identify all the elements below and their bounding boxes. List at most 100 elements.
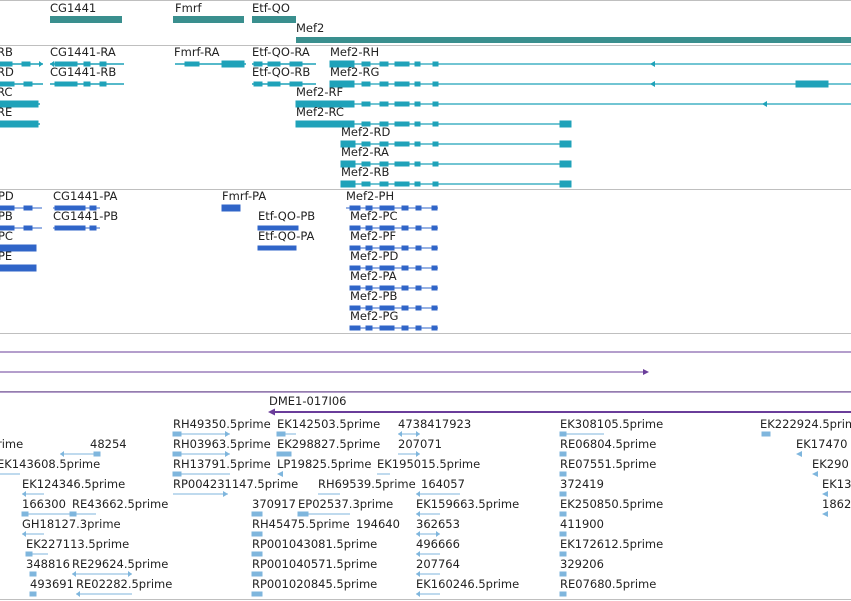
est-glyph[interactable] xyxy=(276,431,296,437)
transcript-glyph-rb[interactable] xyxy=(0,61,43,67)
transcript-glyph-re[interactable] xyxy=(0,120,40,128)
est-glyph[interactable] xyxy=(22,531,44,537)
protein-glyph-mef2-pb[interactable] xyxy=(349,305,438,311)
est-label: 493691 xyxy=(30,577,74,591)
est-glyph[interactable] xyxy=(76,591,132,597)
est-glyph[interactable] xyxy=(72,571,132,577)
est-glyph[interactable] xyxy=(251,511,263,517)
est-glyph[interactable] xyxy=(559,551,567,557)
protein-glyph-etf-qo-pb[interactable] xyxy=(257,225,299,231)
protein-track xyxy=(0,204,438,331)
transcript-glyph-etf-qo-rb[interactable] xyxy=(252,81,316,87)
est-glyph[interactable] xyxy=(559,471,567,477)
est-glyph[interactable] xyxy=(172,471,230,477)
protein-glyph-mef2-pf[interactable] xyxy=(349,245,438,251)
transcript-glyph-mef2-rb[interactable] xyxy=(340,180,572,188)
est-glyph[interactable] xyxy=(416,531,440,537)
protein-glyph-mef2-pa[interactable] xyxy=(349,285,438,291)
est-label: RP004231147.5prime xyxy=(173,477,299,491)
protein-label: Etf-QO-PB xyxy=(258,209,316,223)
transcript-glyph-mef2-rc[interactable] xyxy=(295,120,572,128)
est-glyph[interactable] xyxy=(398,431,420,437)
protein-glyph-etf-qo-pa[interactable] xyxy=(257,245,297,251)
transcript-glyph-cg1441-ra[interactable] xyxy=(50,61,124,67)
est-glyph[interactable] xyxy=(822,511,828,517)
est-glyph[interactable] xyxy=(251,551,263,557)
protein-label: Etf-QO-PA xyxy=(258,229,315,243)
protein-glyph-pc[interactable] xyxy=(0,244,37,252)
protein-glyph-fmrf-pa[interactable] xyxy=(221,204,241,212)
est-glyph[interactable] xyxy=(761,431,771,437)
est-glyph[interactable] xyxy=(251,591,263,597)
est-glyph[interactable] xyxy=(251,571,263,577)
gene-glyph-fmrf[interactable] xyxy=(173,16,244,23)
transcript-glyph-rc[interactable] xyxy=(0,100,40,108)
est-glyph[interactable] xyxy=(60,451,101,457)
gene-glyph-etf-qo[interactable] xyxy=(252,16,296,23)
est-label: EK17470 xyxy=(796,437,848,451)
est-glyph[interactable] xyxy=(416,491,460,497)
transcript-glyph-mef2-rd[interactable] xyxy=(340,140,572,148)
est-glyph[interactable] xyxy=(812,471,818,477)
gene-glyph-cg1441[interactable] xyxy=(50,16,122,23)
est-glyph[interactable] xyxy=(822,491,828,497)
est-glyph[interactable] xyxy=(22,491,44,497)
clone-arrow[interactable] xyxy=(0,369,649,375)
protein-glyph-mef2-pd[interactable] xyxy=(349,265,438,271)
transcript-glyph-rd[interactable] xyxy=(0,81,43,87)
est-glyph[interactable] xyxy=(559,491,567,497)
transcript-label: CG1441-RB xyxy=(50,65,117,79)
protein-glyph-pe[interactable] xyxy=(0,264,37,272)
protein-glyph-mef2-ph[interactable] xyxy=(346,205,438,211)
est-glyph[interactable] xyxy=(297,511,350,517)
est-label: EK308105.5prime xyxy=(560,417,664,431)
est-glyph[interactable] xyxy=(277,471,283,477)
transcript-label: Mef2-RA xyxy=(341,145,389,159)
protein-label: Mef2-PC xyxy=(350,209,398,223)
est-glyph[interactable] xyxy=(416,591,440,597)
protein-glyph-mef2-pc[interactable] xyxy=(349,225,438,231)
transcript-glyph-etf-qo-ra[interactable] xyxy=(252,61,316,67)
est-glyph[interactable] xyxy=(251,531,263,537)
est-glyph[interactable] xyxy=(416,551,440,557)
protein-glyph-mef2-pg[interactable] xyxy=(349,325,438,331)
protein-glyph-cg1441-pa[interactable] xyxy=(53,205,100,211)
protein-label: CG1441-PA xyxy=(53,189,118,203)
clone-glyph-dme1-017i06[interactable] xyxy=(268,408,851,416)
est-glyph[interactable] xyxy=(21,511,96,517)
est-glyph[interactable] xyxy=(559,571,567,577)
est-glyph[interactable] xyxy=(559,511,567,517)
est-glyph[interactable] xyxy=(172,431,230,437)
transcript-glyph-cg1441-rb[interactable] xyxy=(50,81,124,87)
est-glyph[interactable] xyxy=(559,591,567,597)
transcript-label: Etf-QO-RA xyxy=(252,45,310,59)
protein-glyph-pb[interactable] xyxy=(0,225,42,231)
transcript-label: CG1441-RA xyxy=(50,45,116,59)
est-glyph[interactable] xyxy=(172,451,230,457)
protein-label: Mef2-PH xyxy=(346,189,395,203)
gene-glyph-mef2[interactable] xyxy=(296,37,851,43)
transcript-glyph-fmrf-ra[interactable] xyxy=(175,60,246,68)
transcript-glyph-mef2-rg[interactable] xyxy=(329,80,851,88)
est-label: 370917 xyxy=(252,497,296,511)
est-glyph[interactable] xyxy=(559,531,567,537)
protein-glyph-cg1441-pb[interactable] xyxy=(53,225,100,231)
est-glyph[interactable] xyxy=(416,511,440,517)
transcript-glyph-mef2-ra[interactable] xyxy=(340,160,572,168)
est-glyph[interactable] xyxy=(416,571,440,577)
est-label: EK250850.5prime xyxy=(560,497,664,511)
est-glyph[interactable] xyxy=(29,571,37,577)
transcript-glyph-mef2-rf[interactable] xyxy=(295,100,851,108)
est-glyph[interactable] xyxy=(276,451,292,457)
est-label: EK159663.5prime xyxy=(416,497,520,511)
est-glyph[interactable] xyxy=(29,591,37,597)
est-glyph[interactable] xyxy=(398,451,420,457)
transcript-label: Mef2-RB xyxy=(341,165,390,179)
est-glyph[interactable] xyxy=(559,431,604,437)
est-glyph[interactable] xyxy=(173,491,228,497)
est-glyph[interactable] xyxy=(559,451,567,457)
est-glyph[interactable] xyxy=(796,451,802,457)
est-glyph[interactable] xyxy=(25,551,48,557)
transcript-glyph-mef2-rh[interactable] xyxy=(329,60,851,68)
protein-glyph-pd[interactable] xyxy=(0,205,42,211)
